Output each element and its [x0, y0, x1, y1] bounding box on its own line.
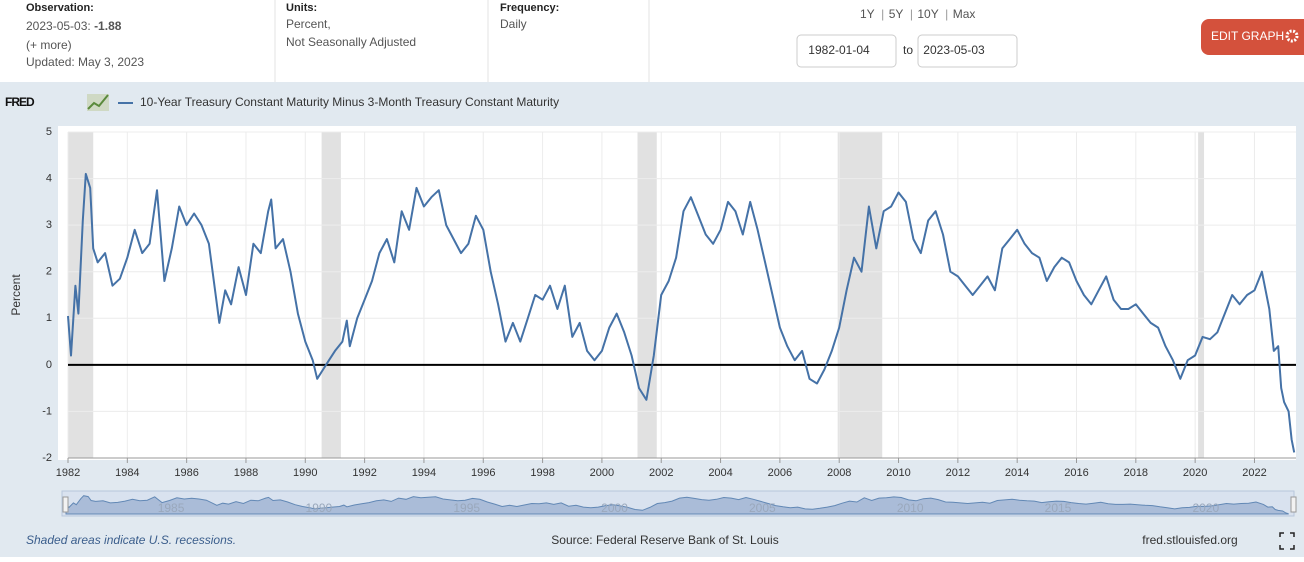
navigator-area [65, 495, 1289, 515]
observation-label: Observation: [26, 2, 94, 14]
navigator-handle [62, 496, 69, 513]
source: Source: Federal Reserve Bank of St. Loui… [551, 533, 778, 547]
x-tick-label: 2022 [1242, 467, 1266, 479]
y-axis-label: Percent [9, 274, 23, 316]
to-label: to [903, 43, 913, 57]
recession-shade [837, 132, 883, 458]
x-tick-label: 1990 [293, 467, 317, 479]
start-date-input[interactable] [796, 34, 897, 68]
x-tick-label: 1982 [56, 467, 80, 479]
x-tick-label: 2020 [1183, 467, 1207, 479]
recession-shade [321, 132, 341, 458]
recession-shade [68, 132, 94, 458]
fred-logo: FRED [5, 95, 35, 109]
series-line [67, 172, 1296, 453]
x-tick-label: 2012 [946, 467, 970, 479]
navigator-handle [1290, 496, 1297, 513]
navigator-label: 1985 [158, 501, 185, 515]
navigator-label: 2015 [1045, 501, 1072, 515]
plot-area [58, 126, 1296, 460]
start-date: 1982-01-04 [808, 43, 870, 57]
range-separator: | [881, 7, 884, 21]
range-separator: | [945, 7, 948, 21]
range-option[interactable]: 5Y [889, 7, 904, 21]
x-tick-label: 1984 [115, 467, 139, 479]
range-options: 1Y | 5Y | 10Y | Max [860, 7, 975, 21]
x-tick-label: 2006 [768, 467, 792, 479]
recession-note: Shaded areas indicate U.S. recessions. [26, 533, 236, 547]
navigator-label: 1995 [453, 501, 480, 515]
x-tick-label: 1994 [412, 467, 436, 479]
y-tick-label: 0 [46, 359, 52, 371]
x-tick-label: 2004 [708, 467, 732, 479]
updated: Updated: May 3, 2023 [26, 55, 144, 69]
x-tick-label: 2016 [1064, 467, 1088, 479]
more-link[interactable]: (+ more) [26, 38, 72, 52]
units-label: Units: [286, 2, 317, 14]
x-tick-label: 1998 [530, 467, 554, 479]
observation: 2023-05-03: -1.88 [26, 19, 122, 33]
navigator-label: 2020 [1192, 501, 1219, 515]
x-tick-label: 2014 [1005, 467, 1029, 479]
legend-label: 10-Year Treasury Constant Maturity Minus… [140, 95, 559, 109]
logo-icon [87, 94, 109, 111]
x-tick-label: 2018 [1124, 467, 1148, 479]
range-option[interactable]: 1Y [860, 7, 875, 21]
navigator-label: 1990 [306, 501, 333, 515]
range-separator: | [910, 7, 913, 21]
x-tick-label: 1992 [352, 467, 376, 479]
logo-icon [87, 94, 109, 110]
navigator-label: 2000 [601, 501, 628, 515]
edit-graph-button[interactable] [1201, 19, 1304, 55]
recession-shade [1198, 132, 1205, 458]
frequency: Daily [500, 17, 527, 31]
end-date-input[interactable] [917, 34, 1018, 68]
observation-value: -1.88 [94, 19, 122, 33]
x-tick-label: 2008 [827, 467, 851, 479]
x-tick-label: 1986 [174, 467, 198, 479]
gear-icon [1285, 29, 1299, 43]
x-tick-label: 2002 [649, 467, 673, 479]
units: Percent, [286, 17, 331, 31]
frequency-label: Frequency: [500, 2, 559, 14]
end-date: 2023-05-03 [923, 43, 985, 57]
navigator-label: 2010 [897, 501, 924, 515]
edit-graph-label: EDIT GRAPH [1211, 29, 1284, 43]
recession-shade [637, 132, 657, 458]
units: Not Seasonally Adjusted [286, 35, 416, 49]
x-tick-label: 2000 [590, 467, 614, 479]
y-tick-label: 3 [46, 219, 52, 231]
y-tick-label: 4 [46, 172, 52, 184]
navigator-label: 2005 [749, 501, 776, 515]
y-tick-label: -2 [42, 452, 52, 464]
range-option[interactable]: 10Y [917, 7, 938, 21]
y-tick-label: 1 [46, 312, 52, 324]
y-tick-label: 5 [46, 126, 52, 138]
site[interactable]: fred.stlouisfed.org [1142, 533, 1237, 547]
y-tick-label: -1 [42, 405, 52, 417]
x-tick-label: 2010 [886, 467, 910, 479]
range-option[interactable]: Max [953, 7, 976, 21]
x-tick-label: 1996 [471, 467, 495, 479]
x-tick-label: 1988 [234, 467, 258, 479]
y-tick-label: 2 [46, 266, 52, 278]
fullscreen-icon[interactable] [1279, 532, 1295, 550]
observation-date: 2023-05-03: [26, 19, 91, 33]
